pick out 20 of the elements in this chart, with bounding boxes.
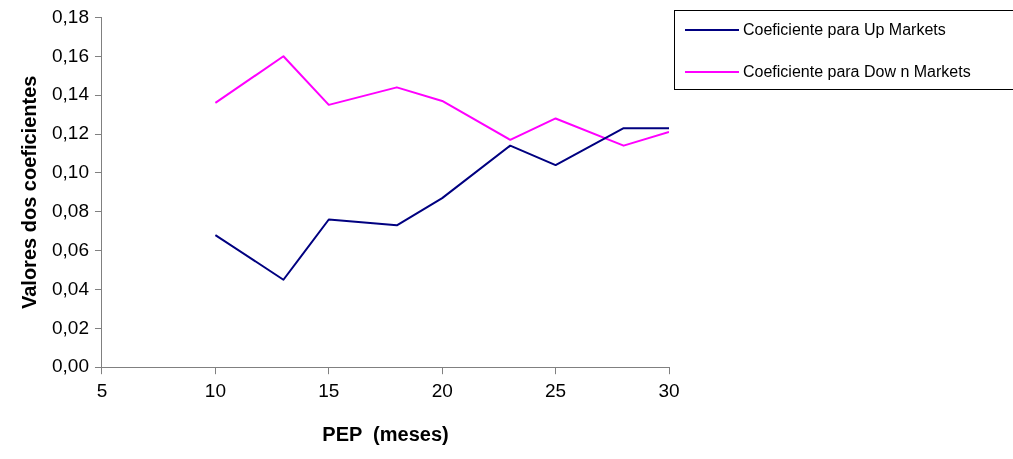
x-tick-label: 20 [431, 379, 453, 401]
x-axis-title: PEP (meses) [322, 422, 449, 445]
y-tick-label: 0,00 [52, 355, 89, 377]
y-tick-label: 0,16 [52, 44, 89, 66]
y-tick-label: 0,08 [52, 199, 89, 221]
y-axis-title: Valores dos coeficientes [17, 75, 40, 310]
y-tick-label: 0,12 [52, 122, 89, 144]
y-tick-label: 0,04 [52, 277, 90, 299]
x-tick-label: 25 [545, 379, 567, 401]
legend-label: Coeficiente para Up Markets [743, 20, 946, 40]
y-tick-label: 0,18 [52, 5, 89, 27]
y-tick-label: 0,02 [52, 316, 89, 338]
y-tick-label: 0,06 [52, 238, 89, 260]
y-tick-label: 0,10 [52, 161, 89, 183]
x-tick-label: 5 [96, 379, 108, 401]
x-tick-label: 15 [318, 379, 340, 401]
legend-label: Coeficiente para Dow n Markets [743, 62, 971, 82]
y-tick-label: 0,14 [52, 83, 90, 105]
x-tick-label: 10 [204, 379, 226, 401]
x-tick-label: 30 [658, 379, 680, 401]
